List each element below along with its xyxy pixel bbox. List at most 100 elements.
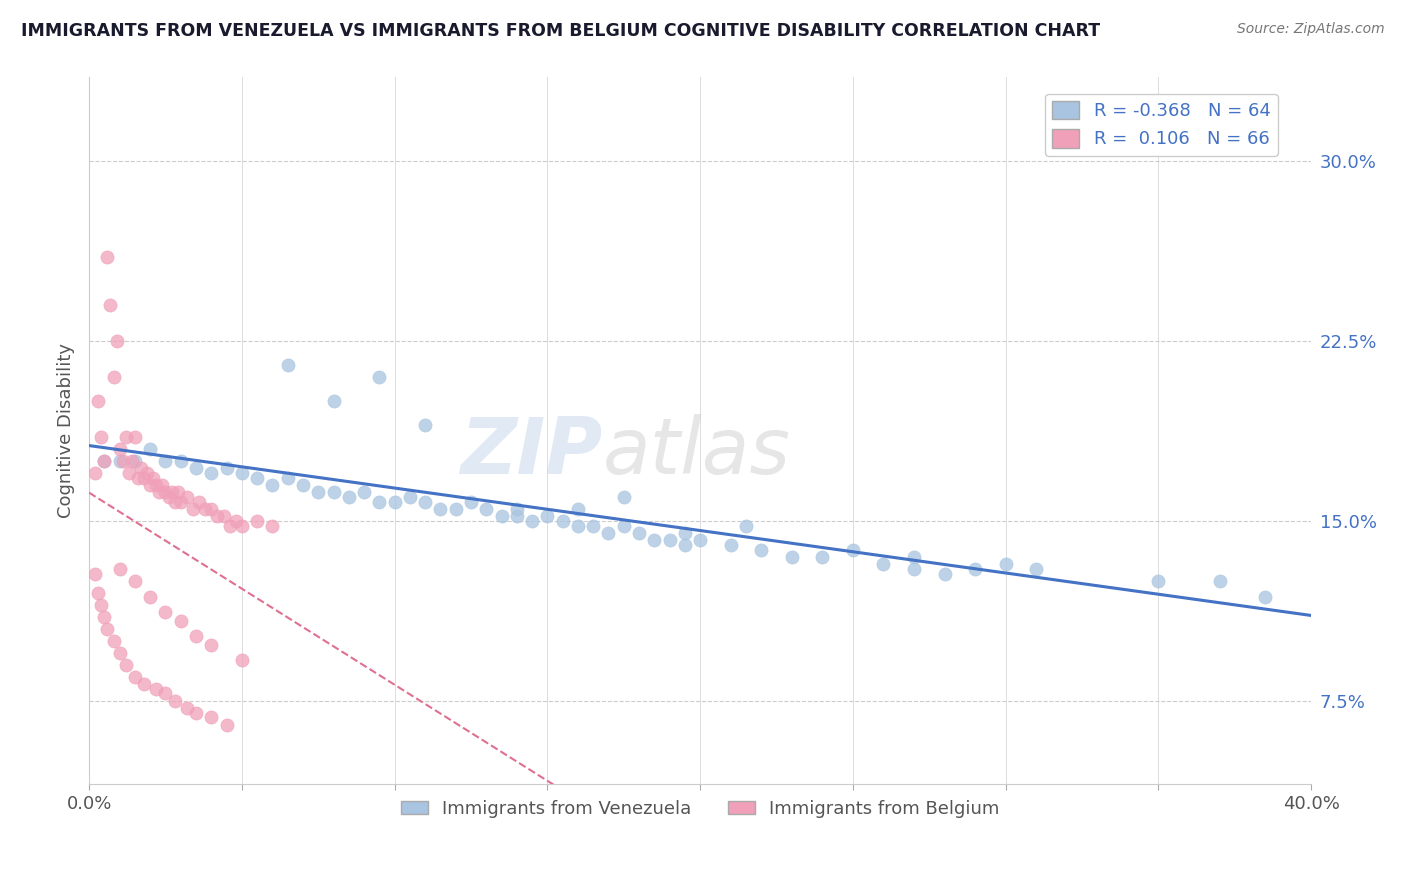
Point — [903, 562, 925, 576]
Point — [200, 639, 222, 653]
Point — [166, 485, 188, 500]
Point — [613, 490, 636, 504]
Point — [277, 358, 299, 372]
Point — [96, 250, 118, 264]
Point — [132, 677, 155, 691]
Point — [567, 501, 589, 516]
Point — [322, 485, 344, 500]
Point — [124, 454, 146, 468]
Point — [658, 533, 681, 547]
Point — [200, 710, 222, 724]
Y-axis label: Cognitive Disability: Cognitive Disability — [58, 343, 75, 518]
Point — [87, 394, 110, 409]
Point — [142, 471, 165, 485]
Point — [184, 461, 207, 475]
Point — [121, 454, 143, 468]
Point — [93, 609, 115, 624]
Point — [84, 466, 107, 480]
Point — [536, 508, 558, 523]
Point — [194, 501, 217, 516]
Point — [212, 508, 235, 523]
Point — [353, 485, 375, 500]
Point — [124, 430, 146, 444]
Point — [965, 562, 987, 576]
Text: ZIP: ZIP — [460, 414, 602, 490]
Point — [132, 471, 155, 485]
Point — [582, 518, 605, 533]
Point — [118, 466, 141, 480]
Point — [87, 585, 110, 599]
Point — [200, 501, 222, 516]
Point — [170, 454, 193, 468]
Point — [567, 518, 589, 533]
Point — [152, 478, 174, 492]
Point — [1147, 574, 1170, 588]
Point — [170, 494, 193, 508]
Point — [188, 494, 211, 508]
Point — [148, 485, 170, 500]
Point — [475, 501, 498, 516]
Point — [643, 533, 665, 547]
Point — [673, 538, 696, 552]
Point — [160, 485, 183, 500]
Point — [127, 471, 149, 485]
Point — [384, 494, 406, 508]
Point — [136, 466, 159, 480]
Point — [103, 633, 125, 648]
Point — [155, 485, 177, 500]
Point — [613, 518, 636, 533]
Point — [139, 442, 162, 456]
Point — [184, 706, 207, 720]
Point — [90, 598, 112, 612]
Point — [337, 490, 360, 504]
Point — [155, 454, 177, 468]
Point — [93, 454, 115, 468]
Point — [491, 508, 513, 523]
Point — [262, 478, 284, 492]
Point — [322, 394, 344, 409]
Point — [231, 466, 253, 480]
Point — [145, 478, 167, 492]
Point — [145, 681, 167, 696]
Point — [749, 542, 772, 557]
Point — [184, 629, 207, 643]
Point — [84, 566, 107, 581]
Legend: Immigrants from Venezuela, Immigrants from Belgium: Immigrants from Venezuela, Immigrants fr… — [394, 792, 1007, 825]
Point — [215, 461, 238, 475]
Point — [903, 549, 925, 564]
Point — [105, 334, 128, 348]
Point — [246, 514, 269, 528]
Point — [124, 670, 146, 684]
Point — [1025, 562, 1047, 576]
Point — [200, 466, 222, 480]
Point — [176, 700, 198, 714]
Point — [399, 490, 422, 504]
Point — [225, 514, 247, 528]
Point — [842, 542, 865, 557]
Text: IMMIGRANTS FROM VENEZUELA VS IMMIGRANTS FROM BELGIUM COGNITIVE DISABILITY CORREL: IMMIGRANTS FROM VENEZUELA VS IMMIGRANTS … — [21, 22, 1101, 40]
Point — [176, 490, 198, 504]
Point — [551, 514, 574, 528]
Point — [429, 501, 451, 516]
Point — [163, 693, 186, 707]
Point — [103, 370, 125, 384]
Point — [307, 485, 329, 500]
Point — [246, 471, 269, 485]
Point — [139, 478, 162, 492]
Point — [628, 525, 651, 540]
Point — [780, 549, 803, 564]
Point — [139, 591, 162, 605]
Point — [157, 490, 180, 504]
Point — [108, 562, 131, 576]
Point — [108, 454, 131, 468]
Point — [96, 622, 118, 636]
Point — [170, 615, 193, 629]
Point — [181, 501, 204, 516]
Point — [111, 454, 134, 468]
Point — [231, 518, 253, 533]
Point — [934, 566, 956, 581]
Point — [129, 461, 152, 475]
Point — [598, 525, 620, 540]
Point — [155, 605, 177, 619]
Point — [155, 686, 177, 700]
